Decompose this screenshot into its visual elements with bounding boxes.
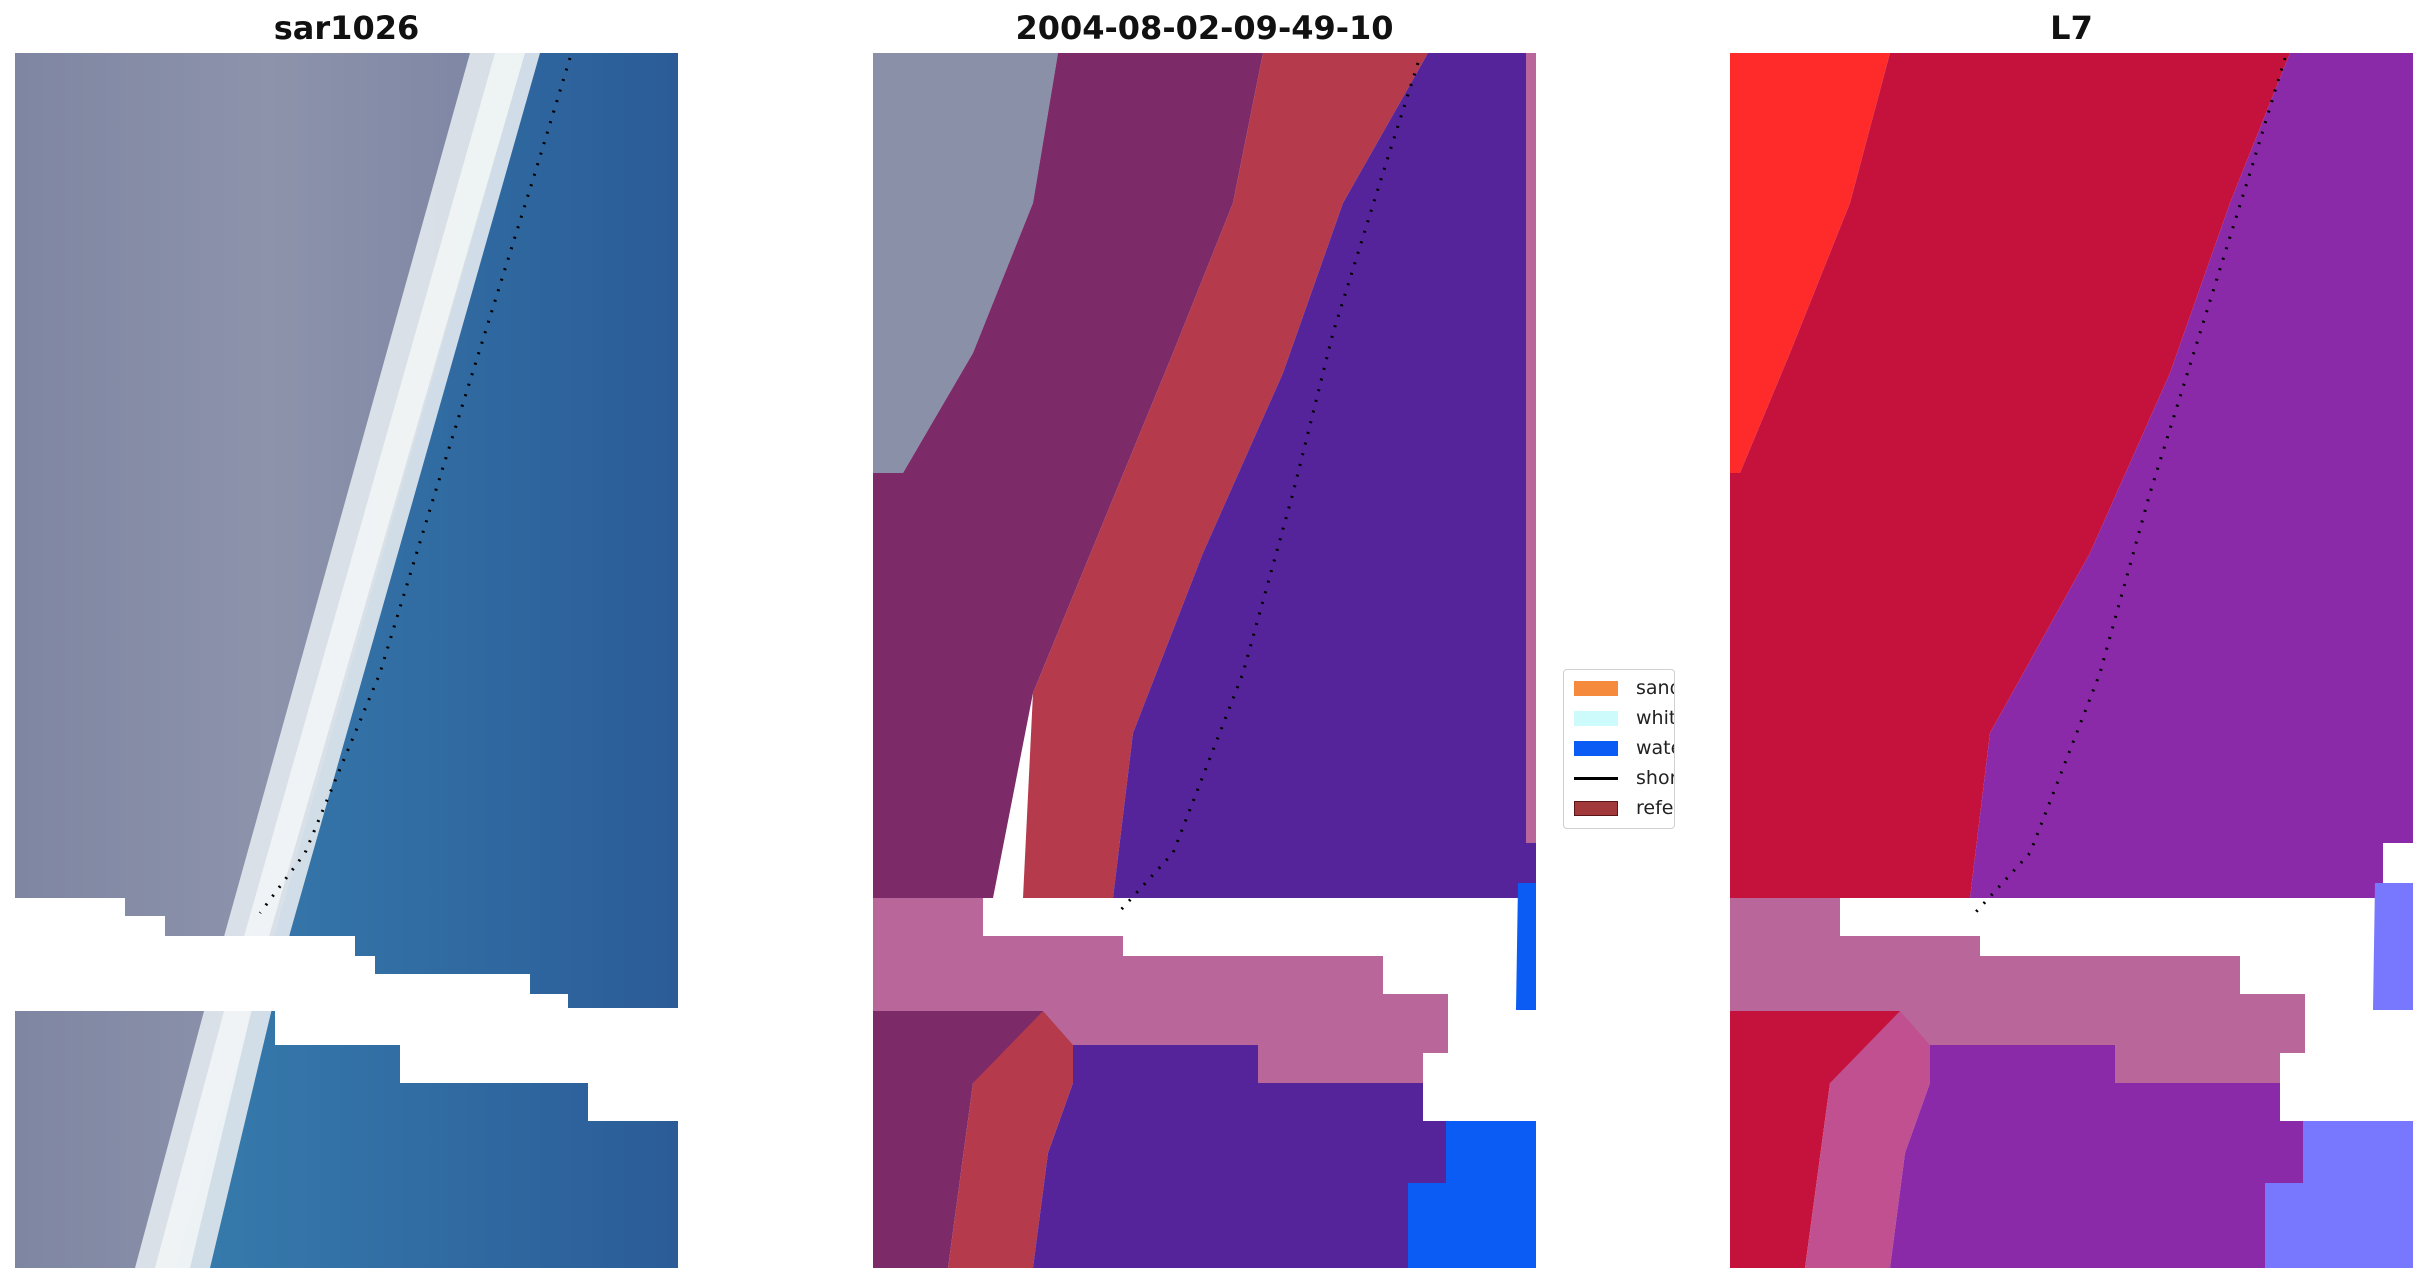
legend-label-whitewater: whitewater xyxy=(1636,707,1674,729)
legend: sand whitewater water shoreline referenc… xyxy=(1563,669,1675,829)
legend-item-shoreline: shoreline xyxy=(1574,766,1675,790)
legend-item-water: water xyxy=(1574,736,1674,760)
legend-item-sand: sand xyxy=(1574,676,1674,700)
l7-image xyxy=(1730,53,2413,1268)
legend-label-water: water xyxy=(1636,737,1674,759)
water-swatch xyxy=(1574,740,1618,756)
legend-item-reference: reference xyxy=(1574,796,1674,820)
classification-image xyxy=(873,53,1536,1268)
rgb-image xyxy=(15,53,678,1268)
reference-swatch xyxy=(1574,800,1618,816)
legend-label-sand: sand xyxy=(1636,677,1674,699)
legend-label-shoreline: shoreline xyxy=(1636,767,1675,789)
classification-panel xyxy=(873,53,1536,1268)
legend-label-reference: reference xyxy=(1636,797,1674,819)
legend-item-whitewater: whitewater xyxy=(1574,706,1674,730)
l7-panel xyxy=(1730,53,2413,1268)
sand-swatch xyxy=(1574,680,1618,696)
panel-title-right: L7 xyxy=(2050,9,2093,47)
panel-title-left: sar1026 xyxy=(273,9,420,47)
panel-title-middle: 2004-08-02-09-49-10 xyxy=(1015,9,1394,47)
whitewater-swatch xyxy=(1574,710,1618,726)
rgb-image-panel xyxy=(15,53,678,1268)
shoreline-line-icon xyxy=(1574,776,1618,780)
